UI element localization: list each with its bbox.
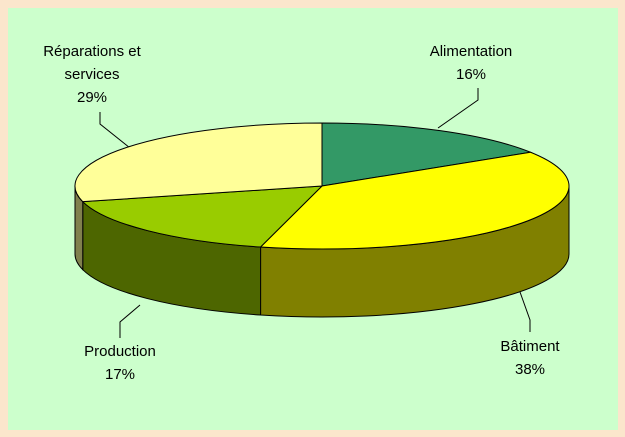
leader-lines	[99, 88, 531, 338]
leader-line	[99, 112, 131, 149]
category-label: Alimentation	[429, 43, 513, 60]
category-label: Production	[84, 343, 156, 360]
value-label: 17%	[104, 366, 136, 383]
value-label: 16%	[455, 66, 487, 83]
slice-label: Alimentation 16%	[421, 40, 521, 86]
slice	[81, 185, 324, 248]
category-label: Réparations et services	[43, 43, 141, 83]
leader-line	[119, 304, 141, 338]
slice-label: Bâtiment 38%	[480, 335, 580, 381]
leader-line	[519, 291, 531, 332]
slice	[321, 122, 533, 187]
slice	[74, 122, 323, 203]
slice-label: Réparations et services 29%	[32, 40, 152, 109]
leader-line	[437, 88, 479, 129]
value-label: 38%	[514, 361, 546, 378]
category-label: Bâtiment	[500, 338, 560, 355]
slice-label: Production 17%	[60, 340, 180, 386]
slice	[259, 151, 570, 250]
pie	[74, 122, 570, 318]
value-label: 29%	[76, 89, 108, 106]
